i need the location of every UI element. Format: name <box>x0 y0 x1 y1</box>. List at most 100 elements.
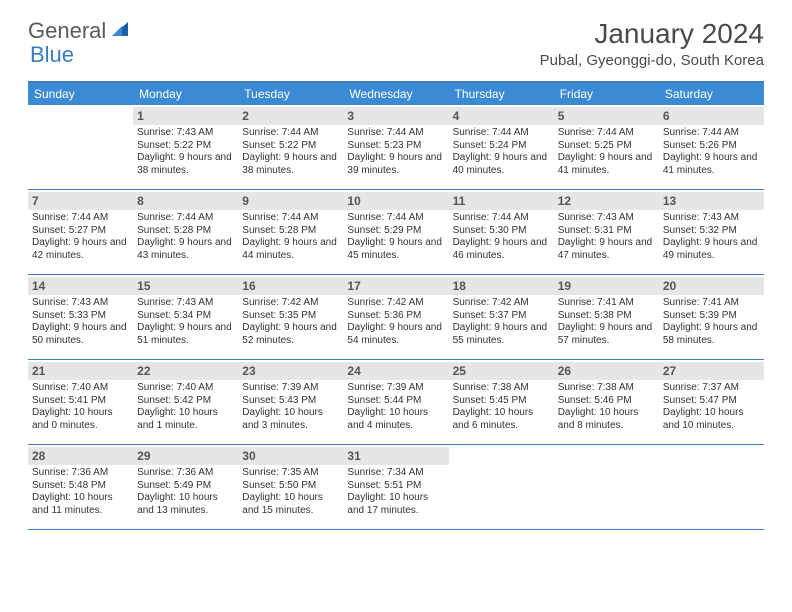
sunset-text: Sunset: 5:22 PM <box>137 140 234 153</box>
day-cell: 7Sunrise: 7:44 AMSunset: 5:27 PMDaylight… <box>28 190 133 274</box>
day-cell: 18 Sunrise: 7:42 AMSunset: 5:37 PMDayligh… <box>449 275 554 359</box>
day-number: 3 <box>343 107 448 125</box>
day-number: 2 <box>238 107 343 125</box>
day-details: Sunrise: 7:44 AMSunset: 5:28 PMDaylight:… <box>137 212 234 262</box>
day-number: 11 <box>449 192 554 210</box>
sunrise-text: Sunrise: 7:44 AM <box>137 212 234 225</box>
daylight-text: Daylight: 10 hours and 6 minutes. <box>453 407 550 432</box>
day-number: 18 <box>449 277 554 295</box>
sunset-text: Sunset: 5:51 PM <box>347 480 444 493</box>
day-details: Sunrise: 7:44 AMSunset: 5:24 PMDaylight:… <box>453 127 550 177</box>
day-cell: 6Sunrise: 7:44 AMSunset: 5:26 PMDaylight… <box>659 105 764 189</box>
sunrise-text: Sunrise: 7:35 AM <box>242 467 339 480</box>
daylight-text: Daylight: 9 hours and 57 minutes. <box>558 322 655 347</box>
sunset-text: Sunset: 5:29 PM <box>347 225 444 238</box>
sunrise-text: Sunrise: 7:43 AM <box>137 297 234 310</box>
logo-text-general: General <box>28 18 106 44</box>
day-number: 8 <box>133 192 238 210</box>
sunset-text: Sunset: 5:36 PM <box>347 310 444 323</box>
sunrise-text: Sunrise: 7:38 AM <box>558 382 655 395</box>
day-cell: 29Sunrise: 7:36 AMSunset: 5:49 PMDayligh… <box>133 445 238 529</box>
day-number: 4 <box>449 107 554 125</box>
daylight-text: Daylight: 10 hours and 11 minutes. <box>32 492 129 517</box>
day-details: Sunrise: 7:38 AMSunset: 5:45 PMDaylight:… <box>453 382 550 432</box>
sunset-text: Sunset: 5:48 PM <box>32 480 129 493</box>
sunrise-text: Sunrise: 7:44 AM <box>242 212 339 225</box>
daylight-text: Daylight: 10 hours and 4 minutes. <box>347 407 444 432</box>
day-cell: 12Sunrise: 7:43 AMSunset: 5:31 PMDayligh… <box>554 190 659 274</box>
daylight-text: Daylight: 9 hours and 49 minutes. <box>663 237 760 262</box>
day-cell: 17Sunrise: 7:42 AMSunset: 5:36 PMDayligh… <box>343 275 448 359</box>
week-row: 1Sunrise: 7:43 AMSunset: 5:22 PMDaylight… <box>28 105 764 190</box>
day-number <box>28 107 133 125</box>
month-title: January 2024 <box>540 18 764 50</box>
day-details: Sunrise: 7:36 AMSunset: 5:48 PMDaylight:… <box>32 467 129 517</box>
location-subtitle: Pubal, Gyeonggi-do, South Korea <box>540 52 764 69</box>
daylight-text: Daylight: 10 hours and 15 minutes. <box>242 492 339 517</box>
day-details: Sunrise: 7:36 AMSunset: 5:49 PMDaylight:… <box>137 467 234 517</box>
logo-sail-icon <box>110 20 130 43</box>
day-number: 5 <box>554 107 659 125</box>
day-number: 31 <box>343 447 448 465</box>
sunrise-text: Sunrise: 7:44 AM <box>663 127 760 140</box>
sunrise-text: Sunrise: 7:36 AM <box>137 467 234 480</box>
day-cell: 27Sunrise: 7:37 AMSunset: 5:47 PMDayligh… <box>659 360 764 444</box>
day-header: Wednesday <box>343 83 448 105</box>
sunset-text: Sunset: 5:28 PM <box>137 225 234 238</box>
day-cell <box>554 445 659 529</box>
sunset-text: Sunset: 5:45 PM <box>453 395 550 408</box>
day-number: 13 <box>659 192 764 210</box>
day-details: Sunrise: 7:34 AMSunset: 5:51 PMDaylight:… <box>347 467 444 517</box>
daylight-text: Daylight: 9 hours and 42 minutes. <box>32 237 129 262</box>
day-header: Sunday <box>28 83 133 105</box>
day-cell: 8 Sunrise: 7:44 AMSunset: 5:28 PMDaylight… <box>133 190 238 274</box>
sunset-text: Sunset: 5:38 PM <box>558 310 655 323</box>
day-details: Sunrise: 7:43 AMSunset: 5:34 PMDaylight:… <box>137 297 234 347</box>
day-details: Sunrise: 7:37 AMSunset: 5:47 PMDaylight:… <box>663 382 760 432</box>
day-cell: 28Sunrise: 7:36 AMSunset: 5:48 PMDayligh… <box>28 445 133 529</box>
day-details: Sunrise: 7:43 AMSunset: 5:33 PMDaylight:… <box>32 297 129 347</box>
sunset-text: Sunset: 5:50 PM <box>242 480 339 493</box>
daylight-text: Daylight: 10 hours and 1 minute. <box>137 407 234 432</box>
day-cell: 21Sunrise: 7:40 AMSunset: 5:41 PMDayligh… <box>28 360 133 444</box>
day-header: Monday <box>133 83 238 105</box>
logo: General <box>28 18 132 44</box>
day-details: Sunrise: 7:41 AMSunset: 5:38 PMDaylight:… <box>558 297 655 347</box>
day-cell: 23 Sunrise: 7:39 AMSunset: 5:43 PMDayligh… <box>238 360 343 444</box>
sunrise-text: Sunrise: 7:38 AM <box>453 382 550 395</box>
day-number: 25 <box>449 362 554 380</box>
day-cell: 10Sunrise: 7:44 AMSunset: 5:29 PMDayligh… <box>343 190 448 274</box>
day-details: Sunrise: 7:43 AMSunset: 5:31 PMDaylight:… <box>558 212 655 262</box>
day-details: Sunrise: 7:39 AMSunset: 5:43 PMDaylight:… <box>242 382 339 432</box>
day-details: Sunrise: 7:44 AMSunset: 5:25 PMDaylight:… <box>558 127 655 177</box>
sunrise-text: Sunrise: 7:42 AM <box>347 297 444 310</box>
day-cell: 16Sunrise: 7:42 AMSunset: 5:35 PMDayligh… <box>238 275 343 359</box>
sunrise-text: Sunrise: 7:44 AM <box>453 212 550 225</box>
day-number: 23 <box>238 362 343 380</box>
sunset-text: Sunset: 5:41 PM <box>32 395 129 408</box>
day-cell <box>449 445 554 529</box>
day-cell: 14Sunrise: 7:43 AMSunset: 5:33 PMDayligh… <box>28 275 133 359</box>
day-details: Sunrise: 7:40 AMSunset: 5:41 PMDaylight:… <box>32 382 129 432</box>
sunset-text: Sunset: 5:24 PM <box>453 140 550 153</box>
day-details: Sunrise: 7:35 AMSunset: 5:50 PMDaylight:… <box>242 467 339 517</box>
logo-text-blue: Blue <box>30 42 74 67</box>
day-cell: 2Sunrise: 7:44 AMSunset: 5:22 PMDaylight… <box>238 105 343 189</box>
sunrise-text: Sunrise: 7:44 AM <box>558 127 655 140</box>
daylight-text: Daylight: 9 hours and 54 minutes. <box>347 322 444 347</box>
logo-text-blue-wrap: Blue <box>30 42 74 68</box>
sunrise-text: Sunrise: 7:39 AM <box>347 382 444 395</box>
sunset-text: Sunset: 5:23 PM <box>347 140 444 153</box>
sunset-text: Sunset: 5:27 PM <box>32 225 129 238</box>
sunset-text: Sunset: 5:39 PM <box>663 310 760 323</box>
sunset-text: Sunset: 5:44 PM <box>347 395 444 408</box>
daylight-text: Daylight: 9 hours and 38 minutes. <box>242 152 339 177</box>
day-details: Sunrise: 7:42 AMSunset: 5:37 PMDaylight:… <box>453 297 550 347</box>
sunrise-text: Sunrise: 7:40 AM <box>32 382 129 395</box>
day-cell: 3Sunrise: 7:44 AMSunset: 5:23 PMDaylight… <box>343 105 448 189</box>
day-number <box>659 447 764 465</box>
day-cell: 4 Sunrise: 7:44 AMSunset: 5:24 PMDaylight… <box>449 105 554 189</box>
day-cell: 13Sunrise: 7:43 AMSunset: 5:32 PMDayligh… <box>659 190 764 274</box>
sunset-text: Sunset: 5:22 PM <box>242 140 339 153</box>
sunset-text: Sunset: 5:31 PM <box>558 225 655 238</box>
